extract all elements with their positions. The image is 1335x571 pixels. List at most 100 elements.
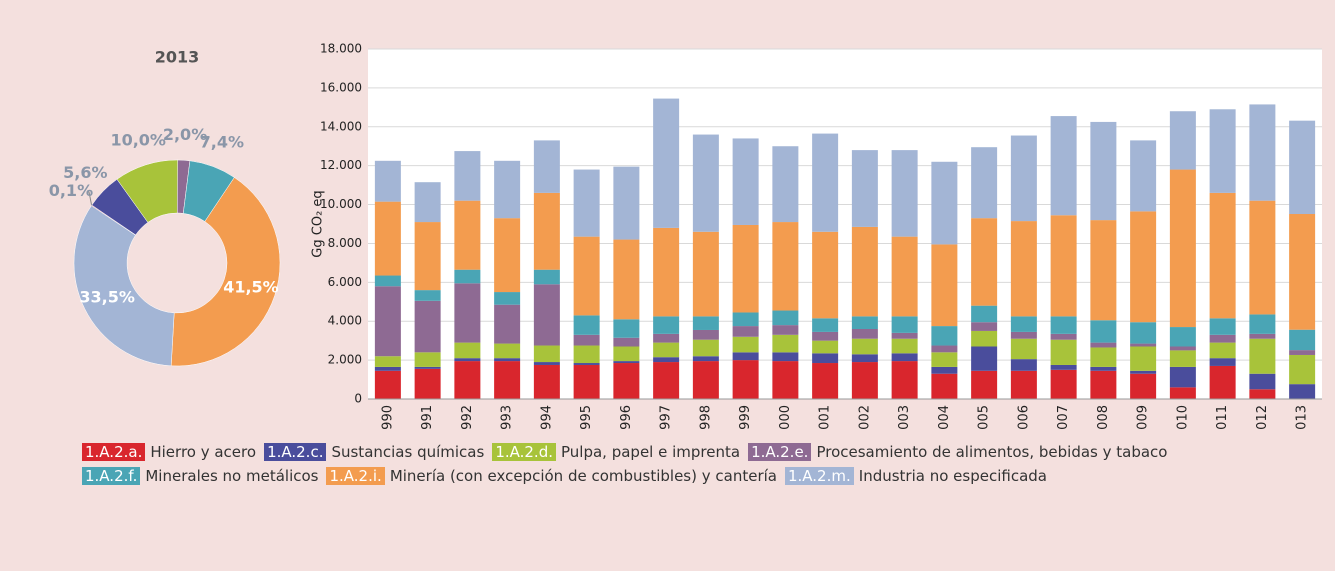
data-label: 2,0% bbox=[163, 125, 207, 144]
bar-segment bbox=[1209, 192, 1236, 319]
y-tick-label: 0 bbox=[354, 392, 362, 406]
legend-item: 1.A.2.d. Pulpa, papel e imprenta bbox=[492, 443, 740, 461]
bar-segment bbox=[1249, 200, 1276, 315]
x-tick-label: 2000 bbox=[778, 405, 793, 430]
bar-segment bbox=[414, 290, 441, 301]
bar-segment bbox=[1090, 366, 1117, 371]
bar-segment bbox=[1209, 365, 1236, 399]
bar-segment bbox=[613, 346, 640, 362]
pie-title: 2013 bbox=[155, 48, 200, 67]
bar-segment bbox=[533, 362, 560, 365]
bar-segment bbox=[653, 362, 680, 399]
bar-segment bbox=[1050, 339, 1077, 365]
bar-segment bbox=[851, 338, 878, 355]
bar-segment bbox=[1090, 342, 1117, 348]
data-label: 7,4% bbox=[200, 133, 244, 152]
donut-slice bbox=[73, 205, 175, 367]
x-tick-label: 1998 bbox=[698, 405, 713, 430]
legend-label: Minería (con excepción de combustibles) … bbox=[389, 467, 777, 485]
legend-item: 1.A.2.f. Minerales no metálicos bbox=[82, 467, 318, 485]
data-label: 0,1% bbox=[49, 181, 93, 200]
bar-segment bbox=[1249, 373, 1276, 390]
bar-segment bbox=[1010, 316, 1037, 332]
bar-segment bbox=[851, 354, 878, 363]
bar-segment bbox=[1050, 364, 1077, 370]
bar-segment bbox=[692, 339, 719, 357]
bar-segment bbox=[971, 370, 998, 399]
bar-segment bbox=[732, 224, 759, 313]
bar-segment bbox=[613, 337, 640, 347]
bar-segment bbox=[1169, 327, 1196, 347]
bar-segment bbox=[692, 231, 719, 317]
bar-segment bbox=[494, 160, 521, 219]
x-tick-label: 2003 bbox=[897, 405, 912, 430]
bar-segment bbox=[653, 342, 680, 358]
bar-segment bbox=[1010, 370, 1037, 399]
bar-segment bbox=[533, 192, 560, 270]
bar-segment bbox=[931, 244, 958, 327]
bar-segment bbox=[573, 364, 600, 399]
y-tick-label: 8.000 bbox=[328, 236, 362, 250]
bar-segment bbox=[891, 338, 918, 354]
legend-label: Procesamiento de alimentos, bebidas y ta… bbox=[816, 443, 1168, 461]
bar-segment bbox=[573, 236, 600, 316]
data-label: 5,6% bbox=[63, 163, 107, 182]
bar-segment bbox=[1169, 169, 1196, 328]
bar-segment bbox=[772, 222, 799, 311]
bar-segment bbox=[732, 326, 759, 337]
bar-segment bbox=[653, 357, 680, 363]
bar-segment bbox=[851, 316, 878, 329]
data-label: 10,0% bbox=[110, 131, 166, 150]
bar-segment bbox=[812, 331, 839, 341]
plot-area bbox=[368, 49, 1322, 399]
bar-segment bbox=[891, 236, 918, 317]
legend-item: 1.A.2.c. Sustancias químicas bbox=[264, 443, 484, 461]
bar-segment bbox=[772, 325, 799, 335]
bar-segment bbox=[1209, 318, 1236, 335]
legend: 1.A.2.a. Hierro y acero 1.A.2.c. Sustancias… bbox=[82, 440, 1175, 488]
x-tick-label: 2010 bbox=[1175, 405, 1190, 430]
data-label: 33,5% bbox=[79, 287, 135, 306]
bar-segment bbox=[931, 326, 958, 346]
x-tick-label: 2004 bbox=[937, 405, 952, 430]
x-tick-label: 1993 bbox=[500, 405, 515, 430]
bar-segment bbox=[374, 366, 401, 371]
bar-segment bbox=[1169, 350, 1196, 367]
bar-segment bbox=[414, 182, 441, 223]
bar-segment bbox=[1090, 320, 1117, 343]
bar-segment bbox=[573, 334, 600, 346]
bar-segment bbox=[971, 305, 998, 323]
legend-label: Industria no especificada bbox=[858, 467, 1047, 485]
bar-segment bbox=[812, 340, 839, 354]
bar-segment bbox=[533, 140, 560, 193]
bar-segment bbox=[1130, 373, 1157, 399]
x-tick-label: 2009 bbox=[1136, 405, 1151, 430]
x-tick-label: 1991 bbox=[420, 405, 435, 430]
bar-segment bbox=[573, 169, 600, 237]
bar-segment bbox=[414, 352, 441, 367]
y-tick-label: 2.000 bbox=[328, 353, 362, 367]
bar-segment bbox=[1209, 358, 1236, 366]
chart: 2013 2,0%7,4% 41,5% 33,5% 0,1%5,6%10,0% 0 2.00… bbox=[49, 42, 1322, 430]
legend-label: Hierro y acero bbox=[150, 443, 257, 461]
bar-segment bbox=[1050, 116, 1077, 216]
legend-item: 1.A.2.i. Minería (con excepción de combus… bbox=[326, 467, 777, 485]
bar-segment bbox=[851, 362, 878, 399]
bar-segment bbox=[812, 363, 839, 399]
bar-segment bbox=[772, 361, 799, 399]
bar-segment bbox=[454, 358, 481, 362]
bar-segment bbox=[971, 330, 998, 347]
donut-slice bbox=[116, 159, 178, 223]
legend-label: Minerales no metálicos bbox=[145, 467, 319, 485]
bar-segment bbox=[414, 300, 441, 353]
x-tick-label: 2002 bbox=[857, 405, 872, 430]
bar-segment bbox=[1050, 316, 1077, 334]
y-tick-label: 14.000 bbox=[320, 119, 362, 133]
bar-segment bbox=[454, 283, 481, 343]
bar-segment bbox=[772, 334, 799, 353]
bar-segment bbox=[613, 166, 640, 240]
y-tick-label: 16.000 bbox=[320, 80, 362, 94]
bar-segment bbox=[851, 329, 878, 339]
bar-segment bbox=[1289, 384, 1316, 399]
